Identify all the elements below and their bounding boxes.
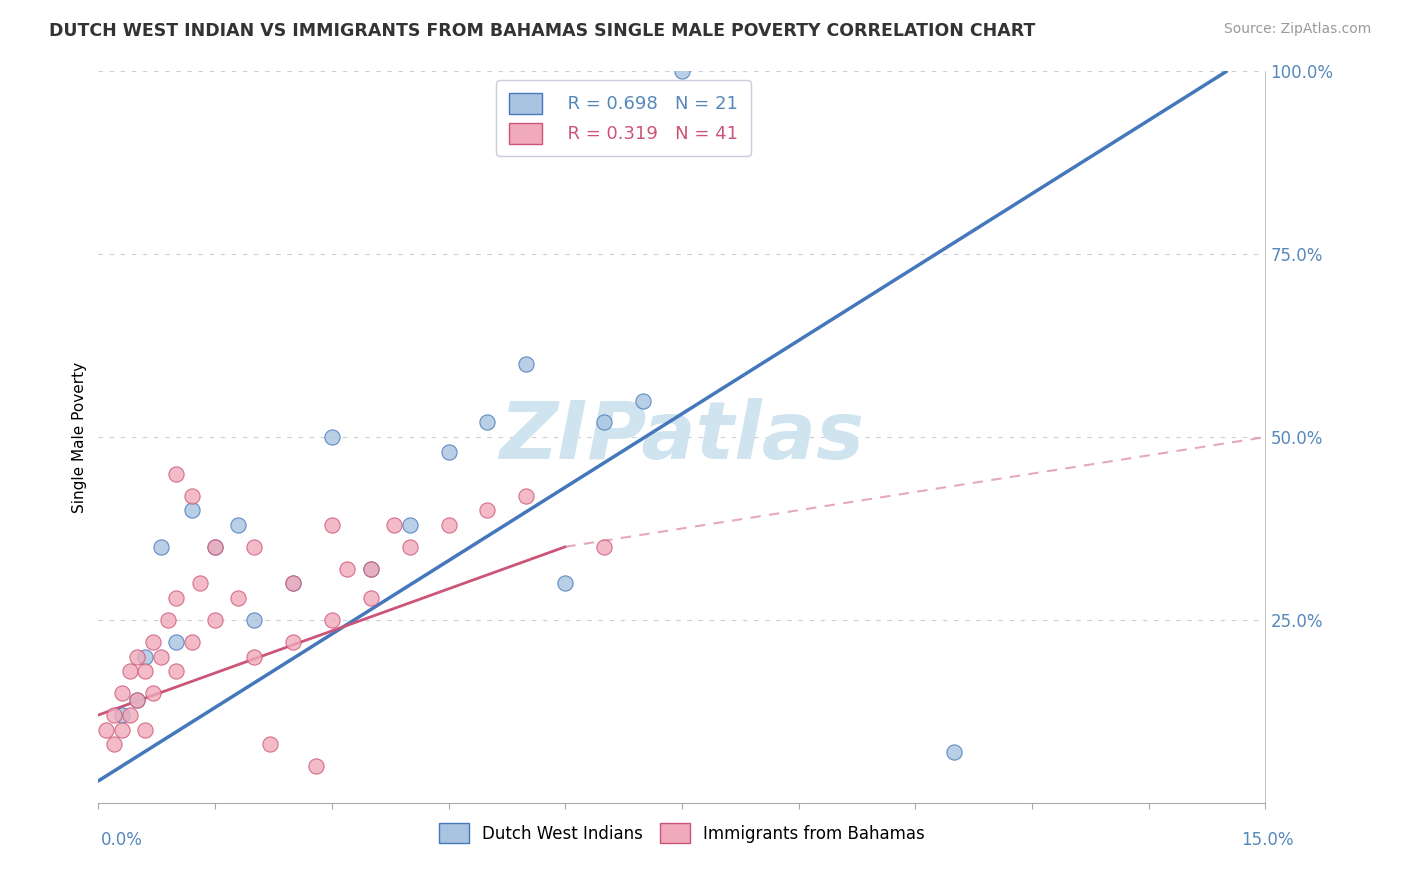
Point [360,562,382,576]
Point [111,686,134,700]
Legend: Dutch West Indians, Immigrants from Bahamas: Dutch West Indians, Immigrants from Baha… [432,817,932,849]
Point [398,517,420,532]
Point [111,723,134,737]
Point [243,649,266,664]
Point [515,357,537,371]
Point [243,613,266,627]
Point [111,708,134,723]
Point [204,540,226,554]
Point [943,745,966,759]
Point [134,723,156,737]
Point [127,693,149,707]
Point [180,489,202,503]
Point [243,540,266,554]
Point [180,635,202,649]
Point [554,576,576,591]
Point [321,430,343,444]
Point [321,613,343,627]
Point [281,635,304,649]
Point [149,540,172,554]
Point [204,540,226,554]
Y-axis label: Single Male Poverty: Single Male Poverty [72,361,87,513]
Point [398,540,420,554]
Point [437,444,460,458]
Point [134,649,156,664]
Point [204,613,226,627]
Point [360,562,382,576]
Point [382,517,405,532]
Point [593,416,616,430]
Point [477,503,499,517]
Point [165,467,187,481]
Point [118,664,141,678]
Point [157,613,180,627]
Point [671,64,693,78]
Point [96,723,118,737]
Point [477,416,499,430]
Point [142,635,165,649]
Text: Source: ZipAtlas.com: Source: ZipAtlas.com [1223,22,1371,37]
Point [305,759,328,773]
Point [127,693,149,707]
Point [281,576,304,591]
Point [165,664,187,678]
Point [259,737,281,751]
Point [336,562,359,576]
Point [103,708,125,723]
Point [321,517,343,532]
Text: 15.0%: 15.0% [1241,831,1294,849]
Text: 0.0%: 0.0% [101,831,143,849]
Point [180,503,202,517]
Point [228,591,250,605]
Text: DUTCH WEST INDIAN VS IMMIGRANTS FROM BAHAMAS SINGLE MALE POVERTY CORRELATION CHA: DUTCH WEST INDIAN VS IMMIGRANTS FROM BAH… [49,22,1036,40]
Point [188,576,211,591]
Point [593,540,616,554]
Point [165,635,187,649]
Point [118,708,141,723]
Point [127,649,149,664]
Point [142,686,165,700]
Point [360,591,382,605]
Text: ZIPatlas: ZIPatlas [499,398,865,476]
Point [631,393,654,408]
Point [134,664,156,678]
Point [515,489,537,503]
Point [437,517,460,532]
Point [228,517,250,532]
Point [165,591,187,605]
Point [281,576,304,591]
Point [103,737,125,751]
Point [149,649,172,664]
